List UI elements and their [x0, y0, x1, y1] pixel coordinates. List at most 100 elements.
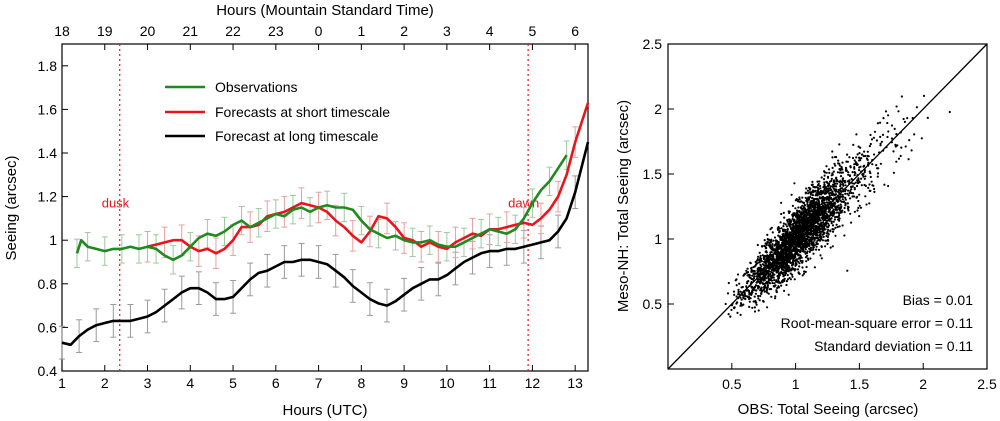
scatter-point — [858, 215, 861, 218]
scatter-point — [773, 285, 776, 288]
scatter-point — [862, 173, 865, 176]
scatter-point — [787, 218, 791, 221]
scatter-point — [831, 228, 834, 231]
scatter-point — [798, 211, 801, 214]
scatter-point — [808, 209, 812, 213]
scatter-point — [827, 199, 831, 202]
scatter-point — [754, 260, 757, 263]
scatter-point — [812, 200, 816, 203]
scatter-point — [757, 280, 760, 283]
scatter-point — [817, 200, 820, 203]
timeseries-axes: 1 2 3 4 5 6 7 8 9 10 11 12 130.40.60.811.21.41.61.81… — [38, 23, 584, 391]
scatter-point — [900, 95, 904, 98]
scatter-point — [771, 266, 774, 269]
scatter-point — [839, 199, 842, 202]
top-tick-label: 22 — [225, 23, 241, 39]
scatter-point — [817, 188, 820, 191]
scatter-point — [870, 180, 873, 183]
scatter-y-tick-label: 2.5 — [643, 36, 663, 52]
scatter-point — [826, 235, 830, 239]
scatter-point — [753, 295, 756, 298]
scatter-point — [852, 192, 855, 195]
scatter-point — [843, 211, 846, 214]
scatter-point — [849, 189, 852, 193]
scatter-point — [816, 180, 819, 183]
scatter-point — [778, 265, 781, 268]
scatter-point — [788, 255, 791, 258]
scatter-point — [868, 145, 872, 148]
scatter-point — [839, 188, 842, 191]
scatter-point — [850, 221, 853, 224]
scatter-point — [800, 247, 803, 250]
scatter-point — [853, 171, 856, 174]
scatter-point — [803, 272, 806, 275]
scatter-point — [782, 278, 785, 282]
scatter-point — [801, 266, 804, 269]
scatter-point — [760, 265, 763, 268]
scatter-point — [746, 267, 749, 270]
scatter-point — [830, 222, 833, 225]
scatter-point — [773, 279, 776, 282]
scatter-point — [792, 230, 795, 233]
scatter-point — [827, 182, 830, 185]
top-tick-label: 18 — [54, 23, 70, 39]
stat-stddev: Standard deviation = 0.11 — [814, 338, 973, 354]
scatter-point — [844, 184, 847, 187]
scatter-point — [773, 244, 776, 247]
scatter-x-tick-label: 2 — [919, 376, 927, 392]
scatter-point — [811, 180, 814, 183]
scatter-point — [835, 180, 838, 183]
scatter-point — [890, 124, 894, 127]
scatter-point — [834, 226, 837, 229]
scatter-point — [797, 206, 800, 209]
scatter-point — [838, 217, 841, 220]
scatter-point — [854, 181, 857, 184]
scatter-point — [869, 189, 872, 192]
scatter-point — [813, 244, 816, 247]
scatter-point — [757, 285, 761, 288]
scatter-point — [835, 207, 838, 210]
scatter-point — [903, 120, 907, 123]
scatter-point — [866, 158, 869, 161]
scatter-point — [841, 161, 844, 164]
y-tick-label: 1.2 — [38, 189, 58, 205]
scatter-point — [788, 240, 791, 243]
scatter-point — [839, 211, 842, 214]
scatter-point — [818, 192, 821, 195]
scatter-point — [818, 180, 821, 183]
scatter-point — [876, 172, 880, 175]
scatter-point — [892, 171, 896, 174]
scatter-point — [786, 267, 789, 270]
scatter-point — [858, 181, 861, 184]
scatter-point — [751, 270, 754, 273]
scatter-point — [833, 212, 836, 215]
scatter-point — [819, 227, 823, 231]
scatter-point — [754, 289, 758, 292]
scatter-point — [765, 251, 768, 254]
scatter-point — [794, 268, 797, 271]
scatter-point — [765, 254, 768, 257]
scatter-point — [876, 167, 879, 170]
scatter-point — [812, 236, 815, 239]
scatter-point — [828, 196, 831, 199]
scatter-point — [780, 284, 783, 287]
scatter-point — [815, 209, 818, 212]
scatter-point — [796, 249, 799, 252]
scatter-point — [806, 254, 809, 257]
scatter-point — [869, 172, 872, 175]
scatter-point — [740, 303, 743, 306]
scatter-point — [858, 166, 861, 169]
scatter-point — [858, 204, 861, 207]
scatter-point — [808, 250, 811, 253]
scatter-point — [809, 203, 812, 206]
scatter-point — [799, 255, 802, 258]
identity-line — [667, 43, 988, 370]
scatter-point — [855, 133, 858, 136]
scatter-point — [869, 133, 872, 137]
scatter-point — [833, 218, 837, 221]
scatter-point — [760, 280, 763, 283]
scatter-point — [857, 156, 861, 159]
scatter-point — [805, 240, 809, 243]
scatter-point — [771, 255, 774, 258]
scatter-point — [807, 196, 810, 199]
